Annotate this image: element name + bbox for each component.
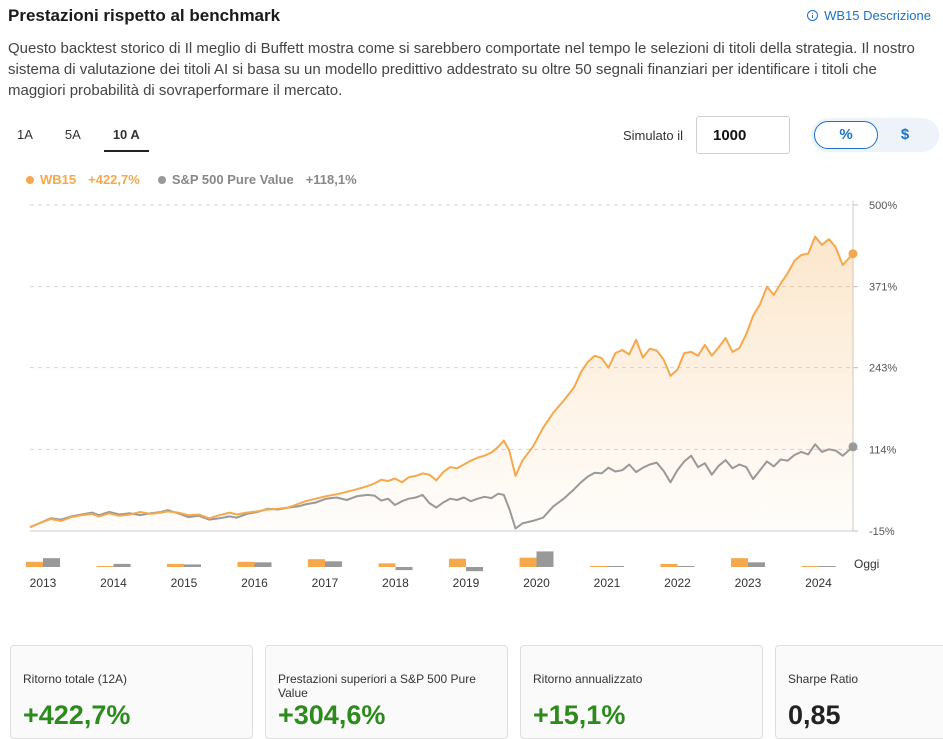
period-tabs: 1A 5A 10 A (8, 124, 163, 152)
year-label: 2013 (30, 576, 57, 590)
year-label: 2023 (735, 576, 762, 590)
stat-card-sharpe-ratio: Sharpe Ratio 0,85 (775, 645, 943, 739)
legend-strategy-dot (26, 175, 34, 184)
y-tick-label: 371% (869, 282, 897, 294)
stat-value: +422,7% (23, 700, 131, 730)
page-title: Prestazioni rispetto al benchmark (8, 6, 281, 25)
tab-1a[interactable]: 1A (17, 127, 33, 142)
stat-card-annualized-return: Ritorno annualizzato +15,1% (520, 645, 763, 739)
year-label: 2020 (523, 576, 550, 590)
benchmark-annual-bar (536, 551, 554, 567)
year-label: 2019 (453, 576, 480, 590)
benchmark-annual-bar (748, 562, 765, 567)
legend-benchmark-dot (157, 175, 166, 184)
simulated-amount-input[interactable] (696, 116, 790, 154)
benchmark-annual-bar (395, 567, 413, 571)
benchmark-annual-bar (113, 563, 131, 567)
benchmark-annual-bar (607, 566, 624, 567)
year-label: 2024 (805, 576, 832, 590)
strategy-end-marker (848, 249, 858, 259)
strategy-annual-bar (96, 566, 114, 567)
year-label: 2017 (312, 576, 339, 590)
strategy-line (29, 235, 854, 529)
chart-legend: WB15 +422,7% S&P 500 Pure Value +118,1% (26, 172, 357, 187)
benchmark-annual-bar (43, 558, 60, 567)
strategy-annual-bar (519, 557, 537, 567)
today-label: Oggi (854, 557, 879, 571)
legend-benchmark-value: +118,1% (305, 172, 357, 187)
y-tick-label: -15% (869, 526, 895, 538)
benchmark-annual-bar (325, 561, 342, 567)
strategy-annual-bar (660, 563, 678, 567)
y-tick-label: 243% (869, 363, 897, 375)
description-link[interactable]: WB15 Descrizione (807, 8, 931, 23)
year-label: 2016 (241, 576, 268, 590)
performance-chart[interactable]: 500% 371% 243% 114% -15% 2013 2014 2015 2016 2017… (0, 190, 943, 600)
stat-value: +304,6% (278, 700, 386, 730)
stat-label: Prestazioni superiori a S&P 500 Pure Val… (278, 672, 476, 700)
percent-toggle-button[interactable]: % (814, 121, 878, 149)
y-tick-label: 114% (869, 444, 897, 456)
unit-toggle: % $ (811, 118, 939, 152)
stat-card-total-return: Ritorno totale (12A) +422,7% (10, 645, 253, 739)
strategy-annual-bar (26, 561, 43, 567)
tab-5a[interactable]: 5A (64, 127, 81, 142)
legend-strategy-value: +422,7% (88, 172, 140, 187)
legend-benchmark[interactable]: S&P 500 Pure Value +118,1% (157, 172, 357, 187)
strategy-annual-bar (731, 558, 748, 567)
strategy-annual-bar (449, 558, 466, 567)
year-label: 2015 (171, 576, 198, 590)
year-label: 2021 (594, 576, 621, 590)
stat-label: Ritorno annualizzato (533, 672, 643, 686)
strategy-annual-bar (167, 563, 184, 567)
stat-value: 0,85 (788, 700, 841, 730)
legend-benchmark-name: S&P 500 Pure Value (171, 172, 294, 187)
tab-10a[interactable]: 10 A (103, 124, 149, 152)
legend-strategy[interactable]: WB15 +422,7% (26, 172, 140, 187)
year-label: 2014 (100, 576, 127, 590)
description-link-label: WB15 Descrizione (824, 8, 931, 23)
strategy-description: Questo backtest storico di Il meglio di … (8, 40, 915, 99)
strategy-annual-bar (237, 561, 255, 567)
benchmark-end-marker (848, 442, 858, 452)
dollar-toggle-button[interactable]: $ (900, 126, 910, 143)
stats-cards: Ritorno totale (12A) +422,7% Prestazioni… (10, 645, 943, 739)
benchmark-annual-bar (254, 562, 272, 567)
benchmark-annual-bar (818, 566, 836, 567)
stat-label: Sharpe Ratio (788, 672, 859, 686)
stat-value: +15,1% (533, 700, 626, 730)
strategy-annual-bar (308, 559, 325, 567)
strategy-area (30, 236, 853, 531)
y-tick-label: 500% (869, 200, 897, 212)
legend-strategy-name: WB15 (40, 172, 77, 187)
benchmark-annual-bar (184, 564, 201, 567)
stat-card-outperformance: Prestazioni superiori a S&P 500 Pure Val… (265, 645, 508, 739)
stat-label: Ritorno totale (12A) (23, 672, 128, 686)
info-icon (807, 10, 819, 21)
year-label: 2022 (664, 576, 691, 590)
strategy-annual-bar (590, 565, 607, 567)
year-label: 2018 (382, 576, 409, 590)
strategy-annual-bar (378, 563, 396, 567)
strategy-annual-bar (801, 566, 819, 567)
benchmark-annual-bar (466, 567, 483, 572)
benchmark-line (29, 443, 854, 530)
benchmark-annual-bar (677, 566, 695, 567)
simulated-label: Simulato il (623, 128, 683, 143)
